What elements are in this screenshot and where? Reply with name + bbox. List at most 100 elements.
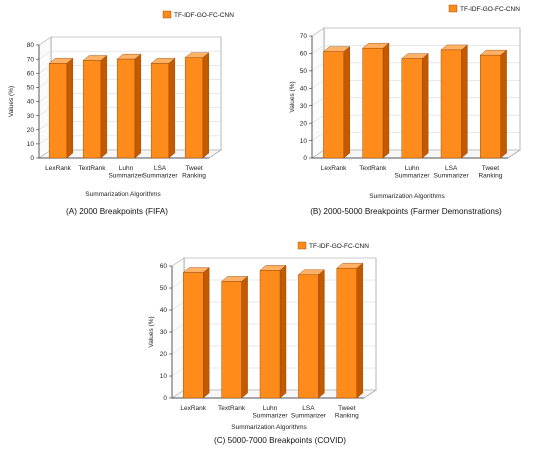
y-tick-label: 0: [303, 155, 307, 162]
chart-caption: (A) 2000 Breakpoints (FIFA): [66, 207, 168, 216]
gridline-side: [311, 97, 325, 106]
bar-side: [134, 53, 142, 159]
y-tick-label: 20: [160, 351, 168, 358]
bar-front: [259, 270, 281, 399]
legend: TF-IDF-GO-FC-CNN: [448, 4, 520, 13]
gridline-side: [311, 62, 325, 72]
bar: [182, 267, 210, 399]
chart-a: 0 10 20 30 40 50 60 70 80 LexRank TextRank Luhn Summ…: [8, 10, 234, 216]
y-tick-label: 60: [160, 263, 168, 270]
gridline-side: [171, 301, 185, 311]
bar: [297, 269, 325, 399]
x-tick-label: Tweet Ranking: [335, 405, 359, 420]
x-tick-label: LSA Summarizer: [142, 165, 178, 180]
y-tick-label: 20: [27, 127, 35, 134]
bar-side: [241, 275, 248, 399]
x-tick-label: LexRank: [180, 405, 206, 412]
y-tick-label: 30: [27, 113, 35, 120]
legend-swatch: [448, 4, 458, 13]
bar-side: [66, 57, 74, 159]
bar: [479, 49, 508, 159]
chart-c: 0 10 20 30 40 50 60 LexRank TextRank Luhn Summariz…: [148, 241, 377, 445]
bar-front: [336, 268, 357, 399]
y-tick-label: 50: [27, 85, 35, 92]
legend: TF-IDF-GO-FC-CNN: [297, 241, 369, 250]
bar-front: [298, 274, 319, 399]
bar-side: [356, 262, 363, 399]
gridline-side: [311, 80, 325, 89]
x-tick-label: Luhn Summarizer: [108, 165, 144, 180]
bar: [150, 57, 176, 159]
y-axis-title: Values (%): [148, 316, 155, 347]
y-axis-title: Values (%): [8, 86, 15, 117]
legend-label: TF-IDF-GO-FC-CNN: [460, 6, 520, 13]
x-tick-label: TextRank: [218, 405, 246, 412]
bar: [440, 44, 468, 159]
bar-front: [480, 54, 501, 159]
bar-front: [362, 48, 384, 159]
legend-swatch: [297, 241, 307, 250]
legend: TF-IDF-GO-FC-CNN: [162, 10, 234, 19]
bar: [184, 52, 210, 159]
bar-side: [421, 53, 429, 159]
bar-side: [343, 46, 350, 159]
bar-front: [150, 63, 170, 159]
bar: [116, 53, 142, 159]
bar-side: [202, 267, 210, 399]
bar: [362, 42, 390, 159]
x-axis-title: Summarization Algorithms: [231, 424, 307, 431]
y-tick-label: 40: [160, 307, 168, 314]
gridline-side: [171, 367, 185, 377]
bar: [221, 275, 249, 399]
y-tick-label: 30: [300, 103, 308, 110]
y-tick-label: 30: [160, 329, 168, 336]
y-tick-label: 0: [30, 155, 34, 162]
bar: [401, 53, 429, 159]
x-axis-title: Summarization Algorithms: [85, 191, 161, 198]
x-tick-label: TextRank: [78, 165, 106, 172]
y-tick-label: 70: [300, 33, 308, 40]
bar-front: [48, 63, 68, 159]
x-tick-label: Luhn Summarizer: [252, 405, 288, 420]
bar-side: [168, 57, 176, 159]
gridline-side: [38, 50, 52, 60]
y-tick-label: 60: [27, 70, 35, 77]
y-tick-label: 50: [160, 285, 168, 292]
bar: [48, 57, 74, 159]
legend-swatch: [162, 10, 172, 19]
y-axis-title: Values (%): [289, 81, 296, 112]
gridline-side: [311, 149, 325, 159]
bar-side: [279, 264, 287, 399]
x-tick-label: LexRank: [45, 165, 71, 172]
bar: [259, 264, 287, 399]
side-wall: [311, 27, 325, 159]
bar: [336, 262, 364, 399]
legend-label: TF-IDF-GO-FC-CNN: [309, 243, 369, 250]
y-tick-label: 80: [27, 42, 35, 49]
chart-b: 0 10 20 30 40 50 60 70 LexRank TextRank Luhn Summar…: [289, 4, 521, 216]
y-tick-label: 20: [300, 120, 308, 127]
legend-label: TF-IDF-GO-FC-CNN: [174, 12, 234, 19]
bar-front: [184, 57, 204, 159]
y-tick-label: 10: [300, 138, 308, 145]
bar-front: [440, 49, 462, 159]
gridline-side: [311, 132, 325, 141]
y-tick-label: 40: [27, 99, 35, 106]
bar-side: [382, 42, 390, 159]
bar-side: [318, 269, 325, 399]
y-tick-label: 70: [27, 56, 35, 63]
y-tick-label: 0: [163, 395, 167, 402]
bar-side: [202, 52, 210, 159]
x-tick-label: TextRank: [359, 165, 387, 172]
chart-caption: (C) 5000-7000 Breakpoints (COVID): [214, 436, 346, 445]
bar-side: [100, 55, 108, 159]
bar-front: [82, 60, 102, 159]
gridline-side: [171, 389, 185, 399]
gridline-side: [311, 45, 325, 54]
bar-front: [401, 58, 423, 159]
bar-front: [183, 272, 204, 399]
x-tick-label: LexRank: [321, 165, 347, 172]
gridline-side: [38, 36, 52, 46]
y-tick-label: 10: [160, 373, 168, 380]
